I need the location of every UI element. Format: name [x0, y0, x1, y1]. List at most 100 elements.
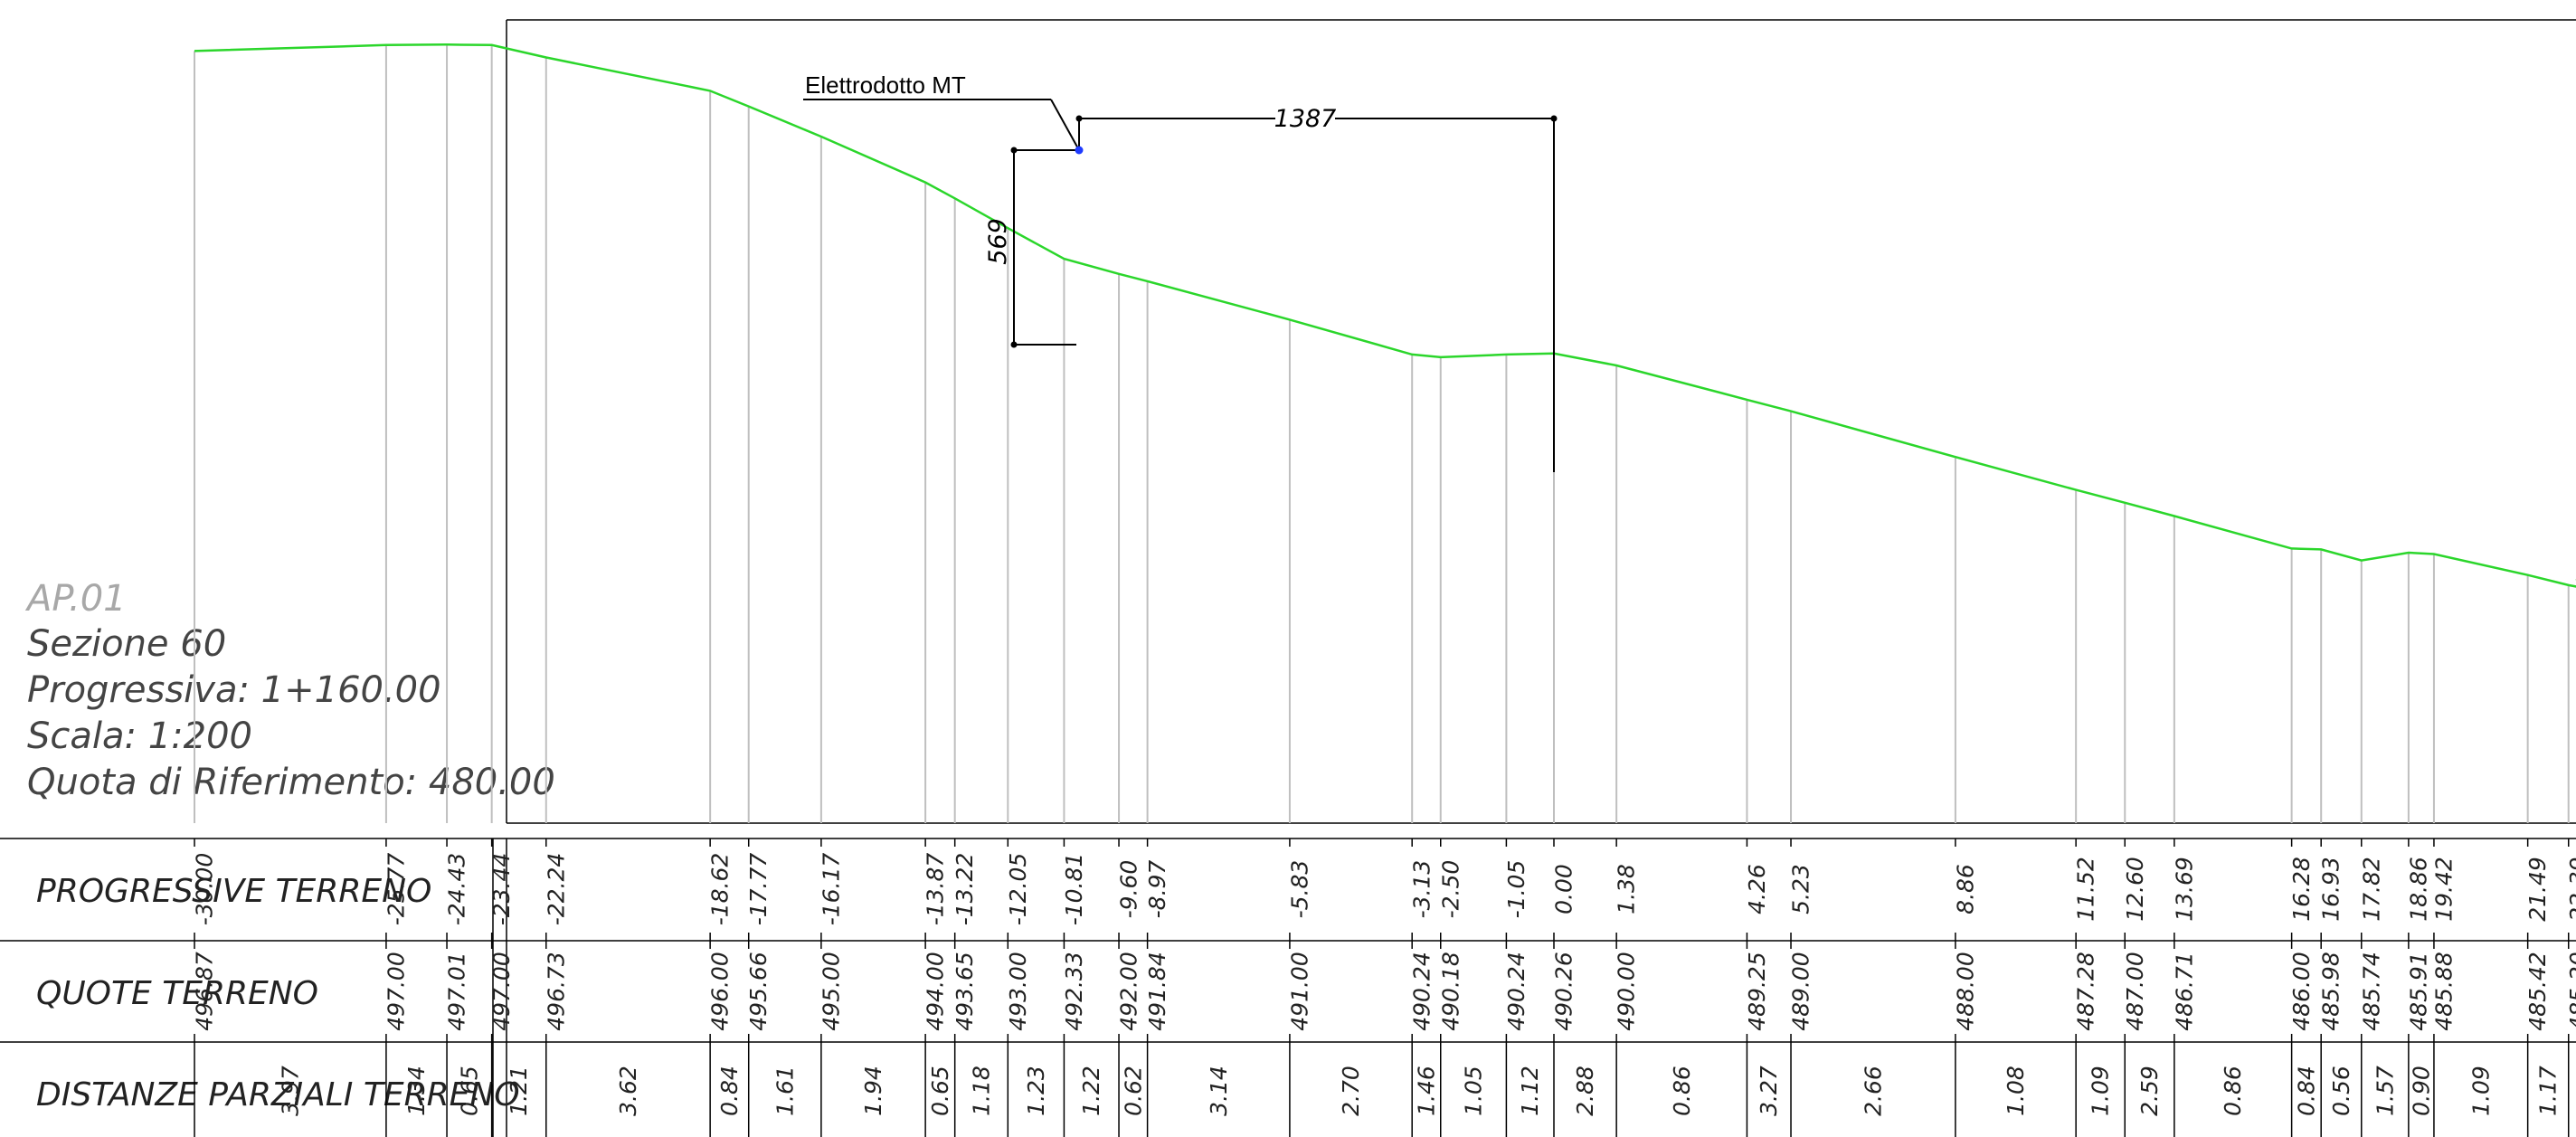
quote-value: 491.84 — [1144, 952, 1170, 1030]
distance-value: 0.65 — [456, 1066, 482, 1116]
distance-value: 1.23 — [1023, 1066, 1049, 1116]
distance-value: 3.27 — [1756, 1066, 1782, 1116]
quote-value: 496.87 — [192, 952, 218, 1031]
progressive-value: -18.62 — [707, 853, 734, 926]
quote-value: 490.24 — [1503, 952, 1530, 1030]
quote-value: 497.01 — [444, 952, 470, 1030]
scale-label: Scala: 1:200 — [27, 715, 252, 757]
quote-value: 487.28 — [2073, 952, 2099, 1030]
progressive-value: 0.00 — [1551, 864, 1577, 914]
section-number: Sezione 60 — [27, 623, 226, 665]
dot — [1076, 116, 1083, 122]
progressive-value: 22.39 — [2565, 857, 2576, 922]
terrain-line — [194, 44, 2576, 696]
quote-value: 485.74 — [2358, 952, 2384, 1030]
quote-value: 496.00 — [707, 952, 734, 1030]
distance-value: 0.65 — [927, 1066, 953, 1116]
progressive-value: 4.26 — [1744, 864, 1770, 914]
row-label-progressive: PROGRESSIVE TERRENO — [36, 873, 431, 910]
progressive-value: -12.05 — [1005, 853, 1031, 926]
progressive-value: 18.86 — [2405, 857, 2431, 922]
quote-value: 489.25 — [1744, 952, 1770, 1030]
distance-value: 1.12 — [1517, 1066, 1543, 1116]
reference-elevation-label: Quota di Riferimento: 480.00 — [27, 762, 555, 803]
table-values: -30.00 -25.77 -24.43 -23.44 -22.24 -18.62 -17.… — [192, 853, 2576, 1116]
quote-value: 497.00 — [488, 952, 515, 1030]
progressive-value: 5.23 — [1788, 864, 1814, 914]
progressive-value: -13.87 — [923, 853, 949, 926]
distance-value: 1.09 — [2467, 1066, 2494, 1116]
distance-value: 1.09 — [2088, 1066, 2114, 1116]
progressive-value: -23.44 — [488, 853, 515, 926]
power-line-marker — [1075, 147, 1084, 155]
quote-value: 486.71 — [2171, 952, 2197, 1030]
progressive-value: -16.17 — [818, 853, 844, 926]
quote-value: 489.00 — [1788, 952, 1814, 1030]
progressive-value: -8.97 — [1144, 860, 1170, 919]
dot — [1011, 342, 1018, 348]
progressive-value: -17.77 — [745, 853, 772, 926]
quote-value: 485.42 — [2524, 952, 2551, 1030]
distance-value: 1.34 — [403, 1066, 430, 1116]
quote-value: 485.88 — [2430, 952, 2457, 1030]
distance-value: 3.14 — [1206, 1066, 1232, 1116]
distance-value: 1.18 — [968, 1066, 994, 1116]
progressive-value: 17.82 — [2358, 857, 2384, 922]
distance-value: 0.86 — [2220, 1066, 2246, 1116]
quote-value: 490.00 — [1614, 952, 1640, 1030]
progressive-value: 13.69 — [2171, 857, 2197, 922]
quote-value: 493.65 — [952, 952, 978, 1030]
distance-value: 0.90 — [2408, 1066, 2434, 1116]
quote-value: 493.00 — [1005, 952, 1031, 1030]
progressive-value: -1.05 — [1503, 860, 1530, 919]
distance-value: 3.62 — [615, 1066, 641, 1116]
distance-value: 3.97 — [277, 1066, 303, 1116]
dot — [1551, 116, 1558, 122]
quote-value: 490.26 — [1551, 952, 1577, 1030]
progressive-value: -5.83 — [1286, 860, 1312, 919]
dot — [1011, 147, 1018, 154]
distance-value: 1.57 — [2372, 1066, 2398, 1116]
quote-value: 492.00 — [1116, 952, 1142, 1030]
vertical-dimension-value: 569 — [984, 218, 1012, 265]
distance-value: 1.61 — [772, 1066, 798, 1116]
progressive-value: 1.38 — [1614, 864, 1640, 914]
row-label-quote: QUOTE TERRENO — [36, 975, 318, 1012]
distance-value: 1.94 — [860, 1066, 886, 1116]
distance-value: 2.66 — [1860, 1066, 1886, 1116]
station-verticals — [194, 44, 2576, 823]
quote-value: 485.91 — [2405, 952, 2431, 1030]
distance-value: 0.84 — [716, 1066, 743, 1116]
distance-value: 1.46 — [1413, 1066, 1439, 1116]
progressive-value: 16.93 — [2318, 857, 2344, 922]
distance-value: 0.84 — [2293, 1066, 2319, 1116]
quote-value: 495.66 — [745, 952, 772, 1030]
progressive-value: -13.22 — [952, 853, 978, 926]
quote-value: 495.00 — [818, 952, 844, 1030]
progressive-value: 16.28 — [2288, 857, 2315, 922]
leader-line — [1051, 99, 1079, 150]
distance-value: 0.86 — [1669, 1066, 1695, 1116]
distance-value: 1.21 — [506, 1066, 532, 1116]
progressive-value: -9.60 — [1116, 860, 1142, 919]
distance-value: 0.62 — [1120, 1066, 1146, 1116]
progressive-value: 12.60 — [2122, 857, 2148, 922]
distance-value: 0.56 — [2328, 1066, 2354, 1116]
distance-value: 2.88 — [1572, 1066, 1598, 1116]
power-line-label: Elettrodotto MT — [805, 71, 966, 99]
progressive-value: 11.52 — [2073, 857, 2099, 922]
drawing-frame — [507, 20, 2576, 823]
distance-value: 1.08 — [2003, 1066, 2029, 1116]
quote-value: 490.24 — [1409, 952, 1435, 1030]
quote-value: 490.18 — [1437, 952, 1463, 1030]
quote-value: 486.00 — [2288, 952, 2315, 1030]
quote-value: 488.00 — [1952, 952, 1978, 1030]
dimension-dots — [1011, 116, 1558, 348]
quote-value: 497.00 — [383, 952, 409, 1030]
quote-value: 492.33 — [1061, 952, 1087, 1030]
quote-value: 485.20 — [2565, 952, 2576, 1030]
progressive-value: 8.86 — [1952, 864, 1978, 914]
progressive-value: -25.77 — [383, 853, 409, 926]
ap-code: AP.01 — [24, 578, 127, 620]
